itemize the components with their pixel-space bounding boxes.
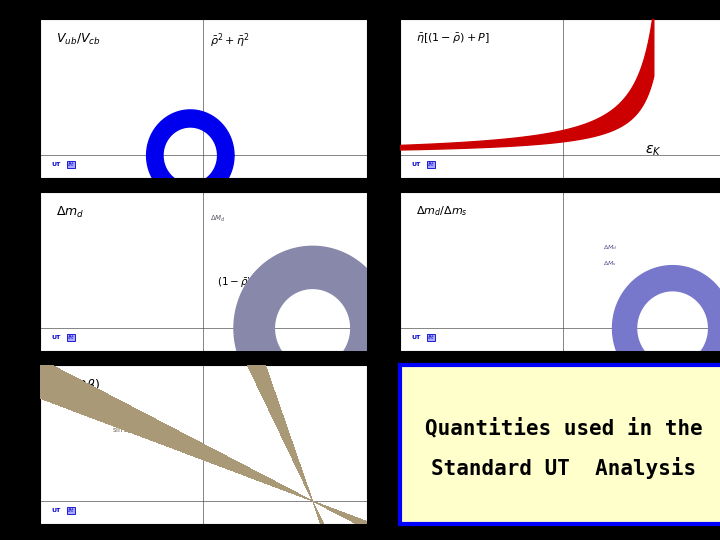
Text: $\Delta m_d/\Delta m_s$: $\Delta m_d/\Delta m_s$ [416,205,468,218]
Text: $\bar{\eta}$: $\bar{\eta}$ [10,352,17,365]
Text: UT: UT [51,508,60,512]
Text: $\bar{\eta}$: $\bar{\eta}$ [10,179,17,192]
X-axis label: $\bar{\rho}$: $\bar{\rho}$ [200,189,207,201]
X-axis label: $\bar{\rho}$: $\bar{\rho}$ [560,362,567,374]
Text: fit: fit [68,508,74,512]
Polygon shape [400,10,654,150]
Text: $\varepsilon_K$: $\varepsilon_K$ [486,130,496,140]
Text: Quantities used in the: Quantities used in the [425,418,702,438]
Text: $\bar{\eta}$: $\bar{\eta}$ [370,6,377,19]
Text: $\bar{\rho}^2 + \bar{\eta}^2$: $\bar{\rho}^2 + \bar{\eta}^2$ [210,32,249,50]
Text: $(1-\bar{\rho})^2 + \bar{\eta}^2$: $(1-\bar{\rho})^2 + \bar{\eta}^2$ [217,274,281,291]
Text: $\sin2\beta$: $\sin2\beta$ [112,425,133,435]
X-axis label: $\bar{\rho}$: $\bar{\rho}$ [200,362,207,374]
Text: $\Delta M_s$: $\Delta M_s$ [603,259,616,267]
Text: $\sin(2\beta)$: $\sin(2\beta)$ [56,377,101,394]
Text: $\bar{\eta}$: $\bar{\eta}$ [10,6,17,19]
Text: $\Delta M_d$: $\Delta M_d$ [603,242,617,252]
Polygon shape [613,266,720,391]
Polygon shape [234,246,391,410]
Text: $\bar{\eta}[(1-\bar{\rho})+P]$: $\bar{\eta}[(1-\bar{\rho})+P]$ [416,32,490,46]
Text: Standard UT  Analysis: Standard UT Analysis [431,457,696,479]
Text: fit: fit [68,335,74,340]
Text: UT: UT [51,162,60,167]
Text: $\bar{\eta}$: $\bar{\eta}$ [370,179,377,192]
Text: UT: UT [411,162,420,167]
Text: $V_{ub}/V_{cb}$: $V_{ub}/V_{cb}$ [56,32,101,47]
Text: $\Delta m_d$: $\Delta m_d$ [56,205,84,220]
Text: $\Delta M_d$: $\Delta M_d$ [210,214,226,224]
Text: fit: fit [428,335,434,340]
Text: fit: fit [428,162,434,167]
Text: UT: UT [51,335,60,340]
X-axis label: $\bar{\rho}$: $\bar{\rho}$ [200,535,207,540]
Text: fit: fit [68,162,74,167]
Text: UT: UT [411,335,420,340]
Text: $\varepsilon_K$: $\varepsilon_K$ [645,143,662,158]
X-axis label: $\bar{\rho}$: $\bar{\rho}$ [560,189,567,201]
Polygon shape [147,110,234,201]
